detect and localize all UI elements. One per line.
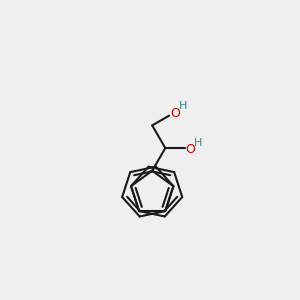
Text: O: O: [170, 107, 180, 120]
Text: O: O: [186, 143, 196, 156]
Text: H: H: [178, 100, 187, 111]
Text: H: H: [194, 139, 202, 148]
